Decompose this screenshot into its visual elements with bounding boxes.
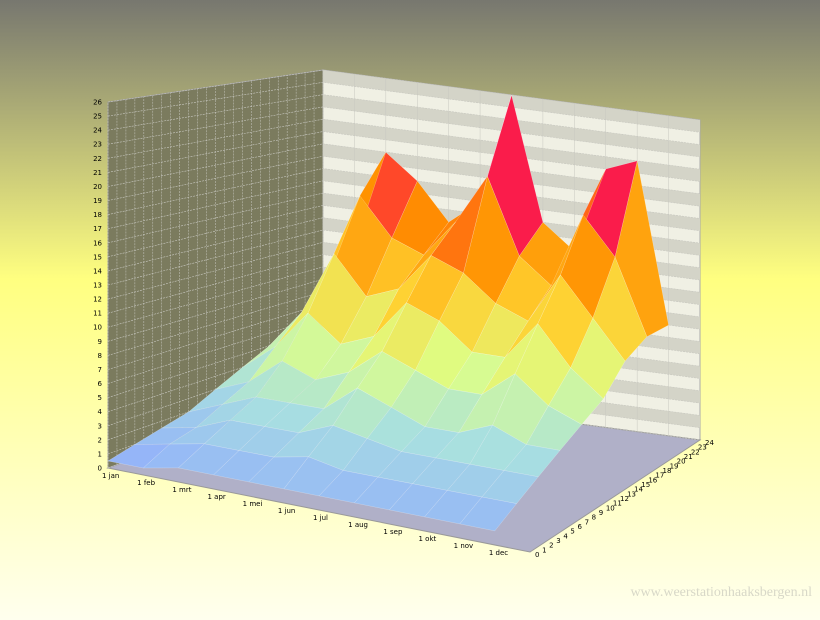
z-tick-label: 2 xyxy=(98,436,102,444)
x-tick-label: 1 mei xyxy=(243,500,263,508)
surface-patch xyxy=(446,463,505,498)
hour-tick-label: 5 xyxy=(570,528,574,536)
z-tick-label: 9 xyxy=(98,338,102,346)
hour-tick-label: 0 xyxy=(535,551,539,559)
z-tick-label: 0 xyxy=(98,465,102,473)
x-tick-label: 1 jan xyxy=(102,472,119,480)
x-tick-label: 1 apr xyxy=(208,493,226,501)
z-tick-label: 11 xyxy=(93,310,102,318)
z-tick-label: 17 xyxy=(93,225,102,233)
surface-patch xyxy=(307,253,367,345)
z-tick-label: 22 xyxy=(93,155,102,163)
surface-patch xyxy=(229,396,291,427)
hour-tick-label: 11 xyxy=(613,500,622,508)
x-tick-label: 1 dec xyxy=(489,549,508,557)
hour-tick-label: 4 xyxy=(563,532,568,540)
surface-patch xyxy=(366,406,426,452)
hour-tick-label: 14 xyxy=(634,486,643,494)
surface-patch xyxy=(414,320,473,390)
z-tick-label: 19 xyxy=(93,197,102,205)
z-tick-label: 25 xyxy=(93,113,102,121)
z-tick-label: 3 xyxy=(98,422,102,430)
x-tick-label: 1 mrt xyxy=(172,486,191,494)
z-tick-label: 8 xyxy=(98,352,102,360)
x-tick-label: 1 sep xyxy=(383,528,403,536)
surface-patch xyxy=(195,396,257,428)
surface-patch xyxy=(332,387,392,439)
z-tick-label: 13 xyxy=(93,282,102,290)
hour-tick-label: 1 xyxy=(542,546,546,554)
hour-tick-label: 8 xyxy=(592,514,596,522)
x-tick-label: 1 jun xyxy=(278,507,296,515)
surface-patch xyxy=(107,443,171,469)
z-tick-label: 15 xyxy=(93,253,102,261)
surface-patch xyxy=(142,443,205,469)
surface-patch xyxy=(481,470,539,504)
hour-tick-label: 24 xyxy=(705,439,714,447)
z-tick-label: 21 xyxy=(93,169,102,177)
hour-tick-label: 9 xyxy=(599,509,603,517)
z-tick-label: 1 xyxy=(98,450,102,458)
surface-patch xyxy=(289,371,350,410)
surface-patch xyxy=(160,404,223,429)
surface-patch xyxy=(238,426,300,458)
hour-tick-label: 10 xyxy=(606,504,615,512)
watermark: www.weerstationhaaksbergen.nl xyxy=(630,585,812,600)
x-tick-label: 1 aug xyxy=(348,521,368,529)
x-tick-label: 1 jul xyxy=(313,514,328,522)
surface-patch xyxy=(242,312,302,368)
hour-tick-label: 18 xyxy=(663,467,672,475)
z-tick-label: 16 xyxy=(93,239,102,247)
z-tick-label: 20 xyxy=(93,183,102,191)
x-tick-label: 1 nov xyxy=(454,542,474,550)
surface-patch xyxy=(365,237,425,297)
hour-tick-label: 17 xyxy=(655,472,664,480)
surface-patch xyxy=(548,367,604,425)
hour-tick-label: 12 xyxy=(620,495,629,503)
z-tick-label: 23 xyxy=(93,141,102,149)
surface-patch xyxy=(255,360,316,404)
z-tick-label: 18 xyxy=(93,211,102,219)
hour-tick-label: 21 xyxy=(684,453,693,461)
hour-tick-label: 13 xyxy=(627,490,636,498)
surface-patch xyxy=(215,346,276,390)
surface-patch xyxy=(318,470,379,504)
hour-tick-label: 23 xyxy=(698,444,707,452)
surface-patch xyxy=(463,175,520,304)
z-tick-label: 6 xyxy=(98,380,103,388)
hour-tick-label: 20 xyxy=(677,458,686,466)
z-tick-label: 5 xyxy=(98,394,102,402)
z-tick-label: 24 xyxy=(93,127,102,135)
hour-tick-label: 3 xyxy=(556,537,560,545)
hour-tick-label: 22 xyxy=(691,448,700,456)
hour-tick-label: 6 xyxy=(578,523,583,531)
hour-tick-label: 7 xyxy=(585,518,589,526)
hour-tick-label: 15 xyxy=(641,481,650,489)
z-tick-label: 14 xyxy=(93,267,102,275)
surface-patch xyxy=(388,483,448,518)
hour-tick-label: 16 xyxy=(648,476,657,484)
z-tick-label: 4 xyxy=(98,408,103,416)
x-tick-label: 1 feb xyxy=(137,479,155,487)
z-tick-label: 10 xyxy=(93,324,102,332)
z-tick-label: 7 xyxy=(98,366,102,374)
surface-patch xyxy=(248,312,309,383)
z-tick-label: 26 xyxy=(93,99,102,107)
x-tick-label: 1 okt xyxy=(419,535,437,543)
hour-tick-label: 2 xyxy=(549,542,553,550)
hour-tick-label: 19 xyxy=(670,462,679,470)
z-tick-label: 12 xyxy=(93,296,102,304)
